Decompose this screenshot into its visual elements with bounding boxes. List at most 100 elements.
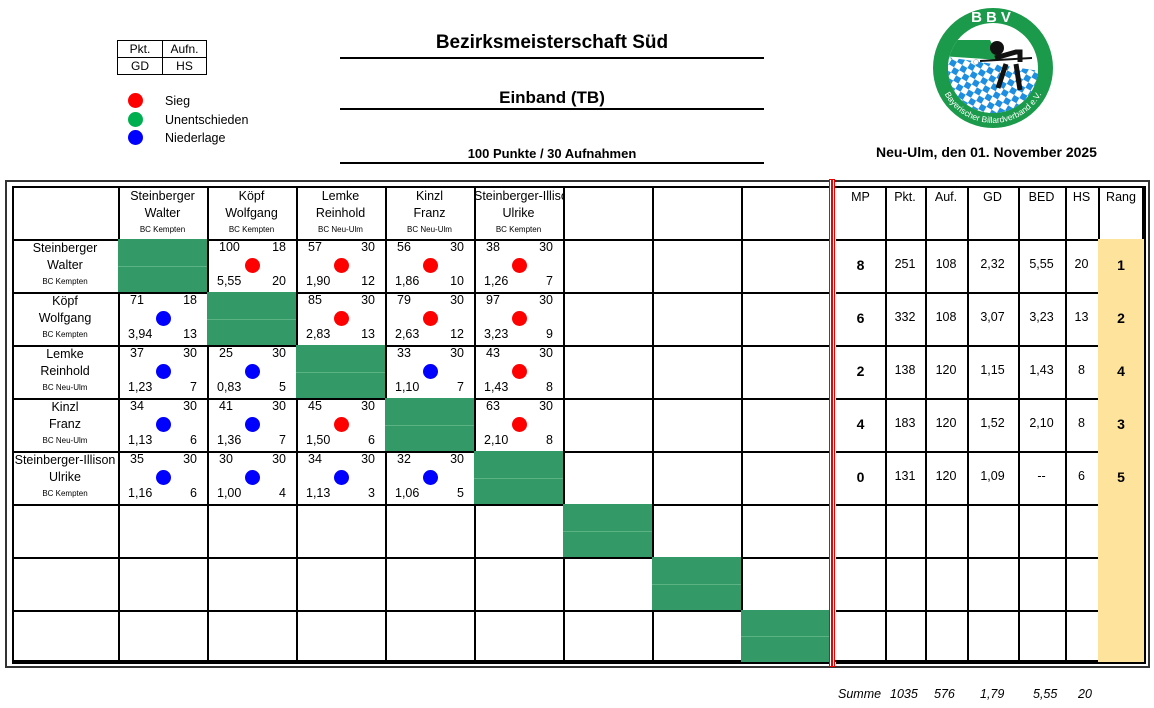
match-innings: 30 xyxy=(272,399,286,413)
stat-cell xyxy=(1065,557,1100,612)
stat-header-label: MP xyxy=(851,190,870,204)
stat-cell: 4 xyxy=(836,398,887,453)
stat-hs: 8 xyxy=(1078,416,1085,430)
row-player-first: Kinzl xyxy=(51,400,79,414)
grid-cell xyxy=(652,398,743,453)
match-average: 1,90 xyxy=(306,274,331,288)
grid-cell xyxy=(652,451,743,506)
row-player-club: BC Neu-Ulm xyxy=(42,436,88,445)
stat-header-label: Rang xyxy=(1106,190,1136,204)
grid-cell xyxy=(563,239,654,294)
stat-cell xyxy=(1018,557,1067,612)
grid-cell xyxy=(652,239,743,294)
col-player-first: Steinberger-Illison xyxy=(474,189,563,203)
loss-dot-icon xyxy=(155,470,171,485)
grid-cell xyxy=(296,504,387,559)
loss-dot-icon xyxy=(155,417,171,432)
win-dot-icon xyxy=(511,258,527,273)
match-innings: 30 xyxy=(361,240,375,254)
stat-header: MP xyxy=(836,186,887,241)
match-points: 63 xyxy=(486,399,500,413)
stat-cell xyxy=(1018,504,1067,559)
match-innings: 30 xyxy=(183,399,197,413)
column-header-player: Kinzl Franz BC Neu-Ulm xyxy=(385,186,476,241)
stat-gd: 3,07 xyxy=(980,310,1005,324)
discipline-title: Einband (TB) xyxy=(340,88,764,110)
row-player-last: Franz xyxy=(49,417,81,431)
bbv-logo-icon: BBV Bayerischer Billardverband e.V. xyxy=(933,8,1053,128)
legend-draw-label: Unentschieden xyxy=(165,112,249,127)
match-points: 34 xyxy=(308,452,322,466)
stat-pkt: 138 xyxy=(894,363,916,377)
stat-header-label: GD xyxy=(983,190,1002,204)
grid-cell xyxy=(296,557,387,612)
row-player-last: Reinhold xyxy=(40,364,90,378)
match-innings: 30 xyxy=(450,240,464,254)
match-points: 85 xyxy=(308,293,322,307)
stat-pkt: 251 xyxy=(894,257,916,271)
stat-rang: 3 xyxy=(1117,416,1125,432)
grid-cell xyxy=(474,504,565,559)
stat-rang: 1 xyxy=(1117,257,1125,273)
match-cell: 41 30 1,36 7 xyxy=(207,398,298,453)
stat-mp: 0 xyxy=(856,469,865,485)
svg-text:BBV: BBV xyxy=(971,9,1015,26)
row-player-last: Wolfgang xyxy=(38,311,92,325)
match-cell: 25 30 0,83 5 xyxy=(207,345,298,400)
match-cell: 85 30 2,83 13 xyxy=(296,292,387,347)
match-points: 56 xyxy=(397,240,411,254)
grid-cell xyxy=(741,504,831,559)
row-player-first: Köpf xyxy=(52,294,78,308)
red-dot-icon xyxy=(128,93,143,108)
loss-dot-icon xyxy=(244,364,260,379)
stat-cell: 1,43 xyxy=(1018,345,1067,400)
grid-cell xyxy=(207,504,298,559)
column-header-player: Steinberger-Illison Ulrike BC Kempten xyxy=(474,186,565,241)
stat-auf: 120 xyxy=(935,363,957,377)
match-high-series: 3 xyxy=(368,486,375,500)
results-table-frame xyxy=(5,180,1150,668)
blue-dot-icon xyxy=(128,130,143,145)
match-innings: 30 xyxy=(539,346,553,360)
match-points: 34 xyxy=(130,399,144,413)
match-cell: 38 30 1,26 7 xyxy=(474,239,565,294)
row-header-player xyxy=(12,557,120,612)
stat-cell: 13 xyxy=(1065,292,1100,347)
match-average: 1,00 xyxy=(217,486,242,500)
match-high-series: 4 xyxy=(279,486,286,500)
match-cell: 100 18 5,55 20 xyxy=(207,239,298,294)
stat-cell: 108 xyxy=(925,292,969,347)
summary-label: Summe xyxy=(838,687,882,701)
stat-hs: 20 xyxy=(1074,257,1089,271)
match-average: 1,36 xyxy=(217,433,242,447)
grid-cell xyxy=(741,451,831,506)
grid-cell xyxy=(207,610,298,664)
grid-cell xyxy=(563,451,654,506)
stat-cell: 8 xyxy=(1065,345,1100,400)
stat-auf: 108 xyxy=(935,310,957,324)
stat-cell xyxy=(836,557,887,612)
match-cell: 71 18 3,94 13 xyxy=(118,292,209,347)
match-cell: 56 30 1,86 10 xyxy=(385,239,476,294)
match-cell: 43 30 1,43 8 xyxy=(474,345,565,400)
match-points: 100 xyxy=(219,240,240,254)
match-innings: 30 xyxy=(539,240,553,254)
match-high-series: 5 xyxy=(457,486,464,500)
diagonal-cell xyxy=(118,239,209,294)
match-cell: 97 30 3,23 9 xyxy=(474,292,565,347)
grid-cell xyxy=(385,557,476,612)
loss-dot-icon xyxy=(422,364,438,379)
match-average: 1,13 xyxy=(128,433,153,447)
match-average: 1,06 xyxy=(395,486,420,500)
match-average: 5,55 xyxy=(217,274,242,288)
separator-bar xyxy=(829,179,835,667)
loss-dot-icon xyxy=(244,417,260,432)
match-high-series: 6 xyxy=(190,486,197,500)
stat-header: BED xyxy=(1018,186,1067,241)
grid-cell xyxy=(563,610,654,664)
stat-cell: 3,23 xyxy=(1018,292,1067,347)
stat-cell xyxy=(836,504,887,559)
stat-gd: 1,52 xyxy=(980,416,1005,430)
match-average: 1,13 xyxy=(306,486,331,500)
summary-auf: 576 xyxy=(934,687,955,701)
